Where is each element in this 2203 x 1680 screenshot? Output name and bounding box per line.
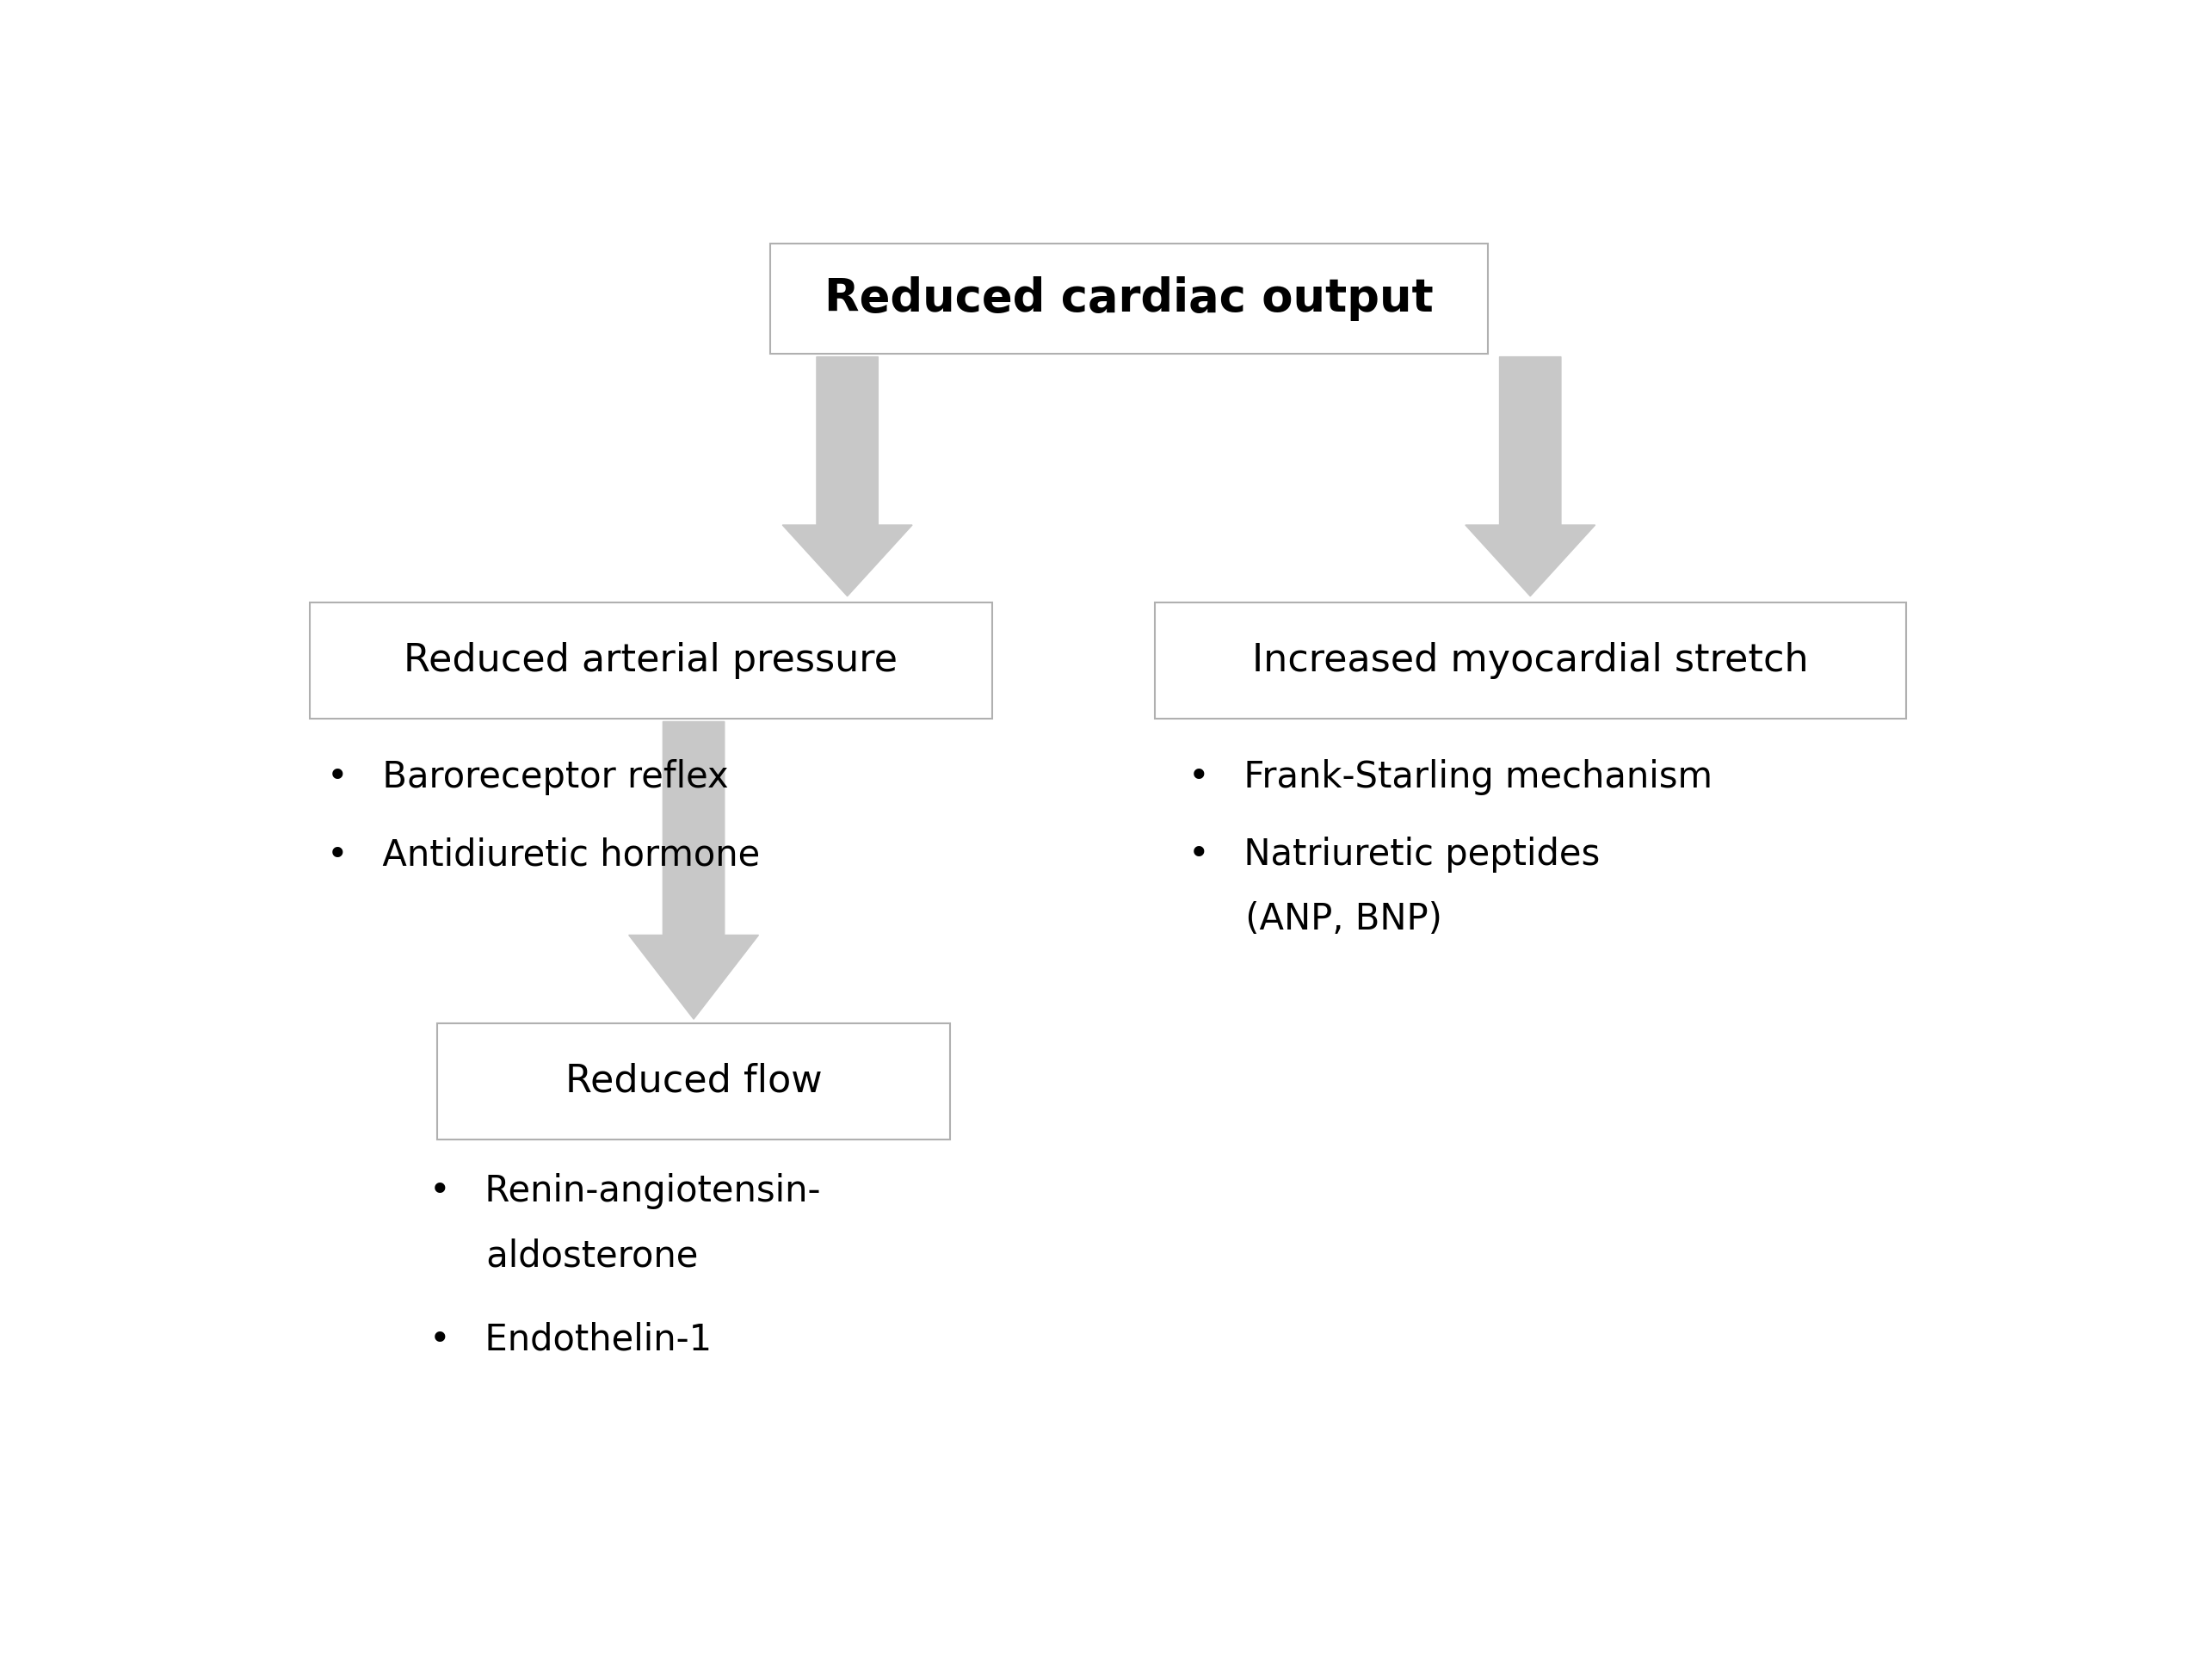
FancyBboxPatch shape (771, 244, 1487, 353)
Text: •   Antidiuretic hormone: • Antidiuretic hormone (326, 837, 760, 874)
Text: •   Baroreceptor reflex: • Baroreceptor reflex (326, 759, 729, 795)
Text: •   Endothelin-1: • Endothelin-1 (430, 1322, 712, 1357)
Polygon shape (782, 356, 912, 596)
Polygon shape (1465, 356, 1595, 596)
FancyBboxPatch shape (438, 1023, 949, 1139)
FancyBboxPatch shape (308, 603, 994, 719)
Text: Reduced cardiac output: Reduced cardiac output (824, 276, 1434, 321)
Text: Increased myocardial stretch: Increased myocardial stretch (1251, 642, 1809, 679)
Text: aldosterone: aldosterone (430, 1238, 698, 1273)
Text: Reduced arterial pressure: Reduced arterial pressure (403, 642, 899, 679)
Polygon shape (628, 722, 758, 1020)
Text: •   Natriuretic peptides: • Natriuretic peptides (1190, 837, 1599, 874)
Text: Reduced flow: Reduced flow (566, 1063, 822, 1100)
Text: •   Frank-Starling mechanism: • Frank-Starling mechanism (1190, 759, 1714, 795)
Text: •   Renin-angiotensin-: • Renin-angiotensin- (430, 1173, 820, 1210)
Text: (ANP, BNP): (ANP, BNP) (1190, 902, 1443, 937)
FancyBboxPatch shape (1154, 603, 1906, 719)
